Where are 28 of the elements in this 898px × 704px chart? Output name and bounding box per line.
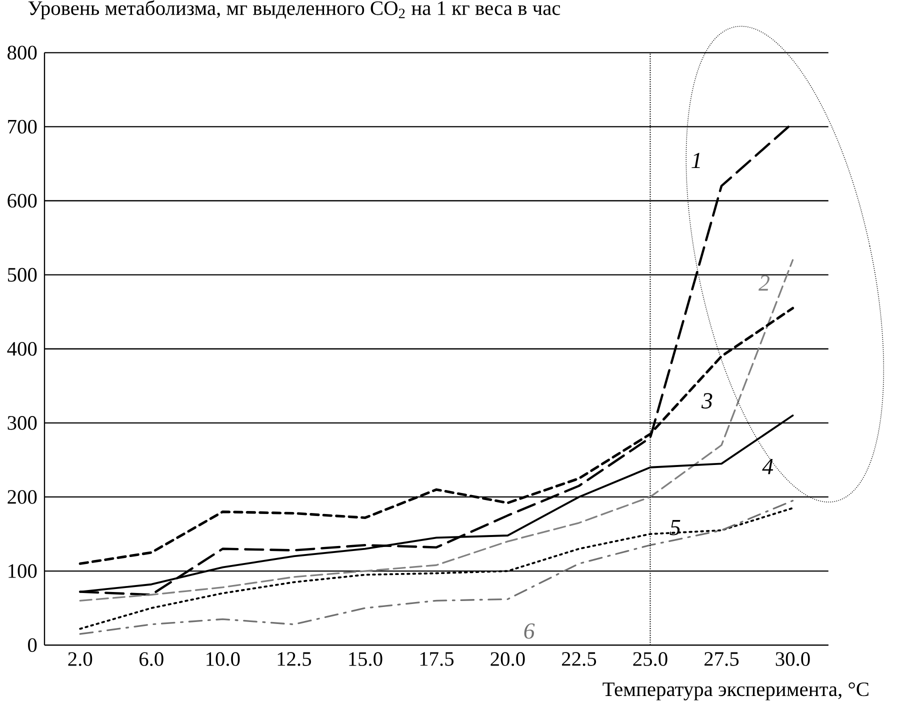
x-tick-label: 2.0: [68, 652, 92, 666]
x-tick-label: 15.0: [349, 652, 382, 666]
series-label: 4: [762, 458, 774, 474]
x-axis-title: Температура эксперимента, °C: [602, 682, 868, 700]
x-tick-label: 12.5: [278, 652, 311, 666]
y-tick-label: 800: [8, 46, 37, 60]
y-axis-title: Уровень метаболизма, мг выделенного CO$_{2}$ на 1 кг веса в час: [28, 0, 560, 19]
x-tick-label: 6.0: [140, 652, 164, 666]
y-tick-label: 0: [28, 638, 37, 652]
x-tick-label: 22.5: [562, 652, 596, 666]
series-label: 6: [524, 623, 535, 639]
y-tick-label: 500: [8, 268, 37, 282]
x-tick-label: 20.0: [490, 652, 525, 666]
series-label: 2: [758, 275, 770, 290]
y-tick-label: 100: [8, 564, 37, 578]
series-label: 1: [692, 152, 700, 168]
x-tick-label: 25.0: [633, 652, 668, 666]
x-tick-label: 10.0: [206, 652, 240, 666]
y-tick-label: 600: [8, 194, 37, 208]
y-tick-label: 700: [8, 120, 37, 134]
x-tick-label: 27.5: [704, 652, 739, 666]
y-tick-label: 400: [7, 342, 37, 356]
y-tick-label: 200: [8, 490, 37, 504]
x-tick-label: 17.5: [420, 652, 454, 666]
y-tick-label: 300: [8, 416, 37, 430]
x-tick-label: 30.0: [776, 652, 810, 666]
series-label: 5: [670, 520, 680, 536]
series-label: 3: [701, 392, 712, 408]
